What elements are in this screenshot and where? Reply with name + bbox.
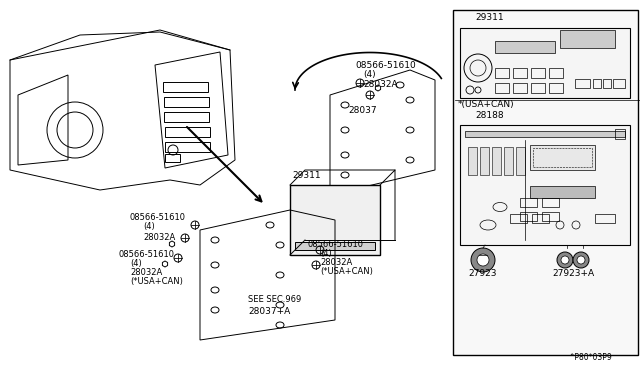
Bar — [164, 127, 209, 137]
Circle shape — [471, 248, 495, 272]
Bar — [295, 242, 375, 250]
Bar — [480, 147, 489, 175]
Circle shape — [573, 252, 589, 268]
Text: 28037: 28037 — [348, 106, 376, 115]
Text: (*USA+CAN): (*USA+CAN) — [320, 267, 373, 276]
Bar — [495, 68, 509, 78]
Text: 08566-51610: 08566-51610 — [130, 213, 186, 222]
Text: *(USA+CAN): *(USA+CAN) — [458, 100, 515, 109]
Bar — [520, 198, 537, 207]
Text: (4): (4) — [363, 70, 376, 79]
Bar — [465, 131, 625, 137]
Circle shape — [557, 252, 573, 268]
Bar — [290, 185, 380, 255]
Text: 27923+A: 27923+A — [552, 269, 594, 278]
Bar — [165, 154, 180, 162]
Text: 28032A: 28032A — [143, 233, 175, 242]
Bar — [492, 147, 501, 175]
Bar — [542, 198, 559, 207]
Text: 28032A: 28032A — [363, 80, 397, 89]
Bar — [530, 145, 595, 170]
Text: 29311: 29311 — [476, 13, 504, 22]
Bar — [468, 147, 477, 175]
Text: (4): (4) — [130, 259, 141, 268]
Bar — [533, 148, 592, 167]
Bar — [593, 79, 601, 88]
Circle shape — [561, 256, 569, 264]
Bar — [513, 83, 527, 93]
Bar — [613, 79, 625, 88]
Text: 08566-51610: 08566-51610 — [355, 61, 416, 70]
Bar — [549, 68, 563, 78]
Bar — [460, 125, 630, 245]
Bar — [453, 10, 638, 355]
Bar — [495, 83, 509, 93]
Bar — [542, 212, 559, 221]
Bar — [163, 82, 208, 92]
Bar — [560, 30, 615, 48]
Bar — [595, 214, 615, 223]
Bar — [531, 83, 545, 93]
Text: SEE SEC.969: SEE SEC.969 — [248, 295, 301, 304]
Bar — [615, 129, 625, 139]
Text: 28032A: 28032A — [320, 258, 352, 267]
Circle shape — [477, 254, 489, 266]
Bar — [516, 147, 525, 175]
Bar — [520, 212, 537, 221]
Text: 27923: 27923 — [468, 269, 497, 278]
Bar — [513, 68, 527, 78]
Circle shape — [577, 256, 585, 264]
Text: 08566-51610: 08566-51610 — [118, 250, 174, 259]
Bar — [460, 28, 630, 98]
Bar — [510, 214, 527, 223]
Text: 28032A: 28032A — [130, 268, 163, 277]
Bar — [164, 112, 209, 122]
Bar — [163, 97, 209, 107]
Bar — [549, 83, 563, 93]
Text: 28188: 28188 — [476, 111, 504, 120]
Bar — [504, 147, 513, 175]
Bar — [531, 68, 545, 78]
Text: ^P80*03P9: ^P80*03P9 — [568, 353, 612, 362]
Bar — [603, 79, 611, 88]
Text: (4): (4) — [320, 249, 332, 258]
Bar — [495, 41, 555, 53]
Bar — [575, 79, 590, 88]
Text: (*USA+CAN): (*USA+CAN) — [130, 277, 183, 286]
Text: 29311: 29311 — [292, 171, 321, 180]
Text: 28037+A: 28037+A — [248, 307, 291, 316]
Text: 08566-51610: 08566-51610 — [308, 240, 364, 249]
Text: (4): (4) — [143, 222, 155, 231]
Bar — [532, 214, 549, 223]
Bar — [530, 186, 595, 198]
Bar — [165, 142, 210, 152]
